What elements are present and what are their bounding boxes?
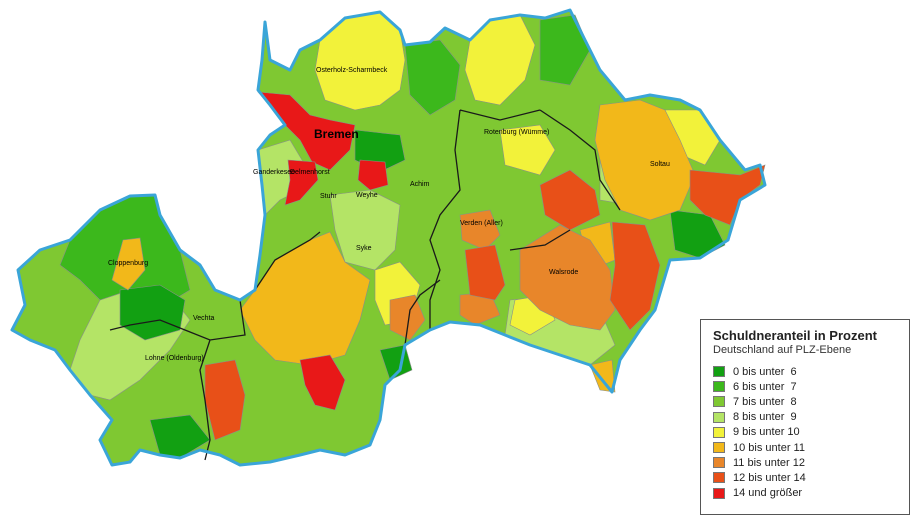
place-label-delmenhorst: Delmenhorst [290,169,330,176]
legend-item: 11 bis unter 12 [713,455,899,470]
region-orange-verden [459,209,501,251]
place-label-lohne: Lohne (Oldenburg) [145,355,204,362]
region-red-delmenhorst [284,159,319,206]
place-label-osterholz: Osterholz-Scharmbeck [316,67,388,74]
place-label-cloppenburg: Cloppenburg [108,260,148,267]
region-red-south [299,354,346,411]
region-yellow-osterholz [314,11,406,111]
legend-title: Schuldneranteil in Prozent [713,328,877,343]
legend-label: 8 bis unter 9 [733,411,797,424]
place-label-rotenburg: Rotenburg (Wümme) [484,129,549,136]
legend-label: 6 bis unter 7 [733,380,797,393]
legend-label: 11 bis unter 12 [733,456,805,469]
region-red-weyhe [357,159,389,191]
legend-swatch [713,487,725,499]
legend-label: 10 bis unter 11 [733,441,805,454]
region-redorange-walsrode-east [609,221,661,331]
legend-items: 0 bis unter 6 6 bis unter 7 7 bis unter 8 8… [713,364,899,501]
legend-label: 14 und größer [733,487,803,500]
region-yellow-rotenburg-south [499,124,556,176]
place-label-walsrode: Walsrode [549,269,578,276]
place-label-soltau: Soltau [650,161,670,168]
place-label-syke: Syke [356,245,372,252]
place-label-vechta: Vechta [193,315,215,322]
legend-label: 7 bis unter 8 [733,395,797,408]
legend-item: 0 bis unter 6 [713,364,899,379]
place-label-achim: Achim [410,181,430,188]
place-label-weyhe: Weyhe [356,192,378,199]
legend-item: 9 bis unter 10 [713,425,899,440]
legend-item: 6 bis unter 7 [713,379,899,394]
region-orange-cloppenburg [111,237,146,291]
map-outline [10,8,767,467]
place-label-bremen: Bremen [314,127,359,141]
legend-label: 0 bis unter 6 [733,365,797,378]
legend-swatch [713,457,725,469]
place-label-ganderkesee: Ganderkesee [253,169,295,176]
region-orange-walsrode [519,224,616,331]
legend-item: 7 bis unter 8 [713,394,899,409]
legend-swatch [713,366,725,378]
legend-swatch [713,411,725,423]
region-redorange-verden [464,244,506,301]
legend-swatch [713,442,725,454]
legend-label: 12 bis unter 14 [733,471,806,484]
region-darkest-south [149,414,211,459]
region-light-center [329,189,401,271]
legend-item: 12 bis unter 14 [713,470,899,485]
legend-item: 8 bis unter 9 [713,410,899,425]
legend-label: 9 bis unter 10 [733,426,800,439]
legend-swatch [713,381,725,393]
region-orange-soltau [594,99,696,221]
region-orange-south-edge [589,359,616,393]
legend-swatch [713,472,725,484]
legend-swatch [713,396,725,408]
map-legend: Schuldneranteil in Prozent Deutschland a… [700,319,910,515]
region-dark-osterholz-east [404,39,461,116]
place-label-verden: Verden (Aller) [460,220,503,227]
legend-swatch [713,426,725,438]
region-orange-syke-east [389,294,426,341]
region-darkest-vechta [119,284,186,341]
place-label-stuhr: Stuhr [320,193,337,200]
region-redorange-soltau [539,169,601,231]
legend-item: 10 bis unter 11 [713,440,899,455]
legend-item: 14 und größer [713,486,899,501]
region-dark-rotenburg [539,14,591,86]
legend-subtitle: Deutschland auf PLZ-Ebene [713,344,852,356]
